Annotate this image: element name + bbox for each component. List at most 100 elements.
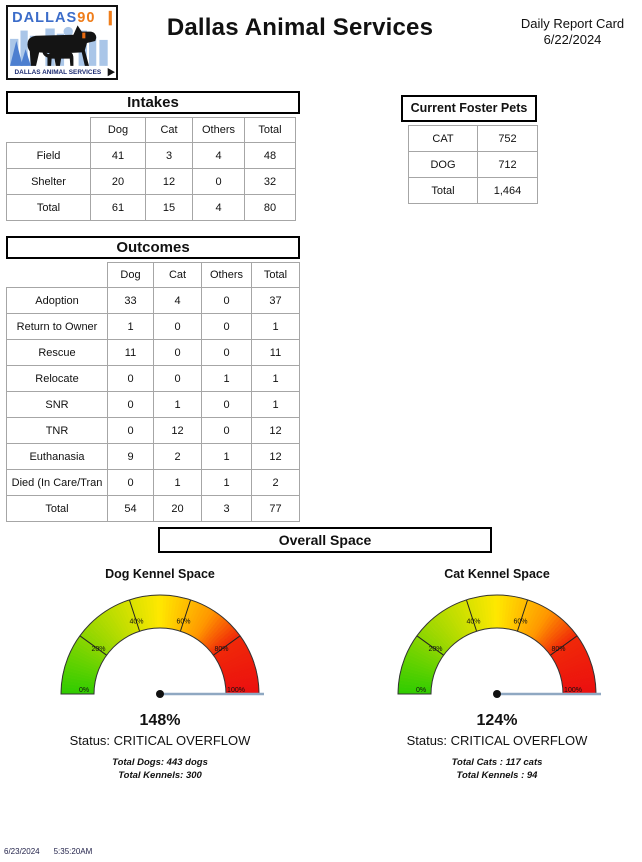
cell: 48 [244, 142, 296, 169]
cell: 12 [251, 443, 300, 470]
column-header-total: Total [251, 262, 300, 288]
cell: 0 [107, 469, 154, 496]
cell: 54 [107, 495, 154, 522]
gauge-tick-label: 100% [564, 687, 582, 694]
report-name: Daily Report Card [520, 16, 625, 31]
table-row: Died (In Care/Tran 0 1 1 2 [6, 469, 300, 496]
foster-table: CAT 752 DOG 712 Total 1,464 [408, 125, 538, 204]
gauge-title: Cat Kennel Space [444, 567, 550, 581]
cell: 1,464 [477, 177, 538, 204]
column-header-others: Others [201, 262, 252, 288]
row-label: Rescue [6, 339, 108, 366]
footer-time: 5:35:20AM [53, 847, 93, 856]
corner-cell [7, 118, 91, 143]
cell: 9 [107, 443, 154, 470]
outcomes-header-row: Dog Cat Others Total [7, 262, 300, 288]
table-row: Return to Owner 1 0 0 1 [6, 313, 300, 340]
cell: 4 [192, 194, 245, 221]
row-label: SNR [6, 391, 108, 418]
cell: 12 [153, 417, 202, 444]
column-header-dog: Dog [107, 262, 154, 288]
column-header-others: Others [192, 117, 245, 143]
cell: 2 [153, 443, 202, 470]
row-label: DOG [408, 151, 478, 178]
foster-title: Current Foster Pets [401, 95, 537, 122]
gauge-tick-label: 100% [227, 687, 245, 694]
cell: 33 [107, 287, 154, 314]
dog-kennel-gauge-block: Dog Kennel Space 0% 20% 40% 60% 80% 100% 148%… [54, 567, 266, 782]
foster-section: Current Foster Pets CAT 752 DOG 712 Tota… [401, 95, 538, 204]
cell: 1 [201, 469, 252, 496]
cat-kennel-gauge-chart: 0% 20% 40% 60% 80% 100% [397, 594, 601, 698]
corner-cell [7, 263, 108, 288]
cell: 80 [244, 194, 296, 221]
gauge-tick-label: 40% [467, 619, 481, 626]
cell: 1 [201, 443, 252, 470]
cell: 1 [153, 391, 202, 418]
row-label: Died (In Care/Tran [6, 469, 108, 496]
cell: 11 [251, 339, 300, 366]
cell: 2 [251, 469, 300, 496]
cell: 1 [251, 391, 300, 418]
intakes-header-row: Dog Cat Others Total [7, 117, 296, 143]
row-label: Euthanasia [6, 443, 108, 470]
intakes-title: Intakes [6, 91, 300, 114]
gauge-tick-label: 80% [214, 646, 228, 653]
footer: 6/23/2024 5:35:20AM [4, 847, 106, 856]
row-label: Adoption [6, 287, 108, 314]
cell: 1 [251, 365, 300, 392]
row-label: Return to Owner [6, 313, 108, 340]
table-row: Total 54 20 3 77 [6, 495, 300, 522]
banner-arrow-icon [107, 67, 115, 77]
gauge-detail-animals: Total Cats : 117 cats [451, 757, 543, 768]
column-header-cat: Cat [153, 262, 202, 288]
cell: 752 [477, 125, 538, 152]
gauge-value: 124% [476, 712, 518, 729]
table-row: Adoption 33 4 0 37 [6, 287, 300, 314]
table-row: Total 61 15 4 80 [6, 194, 296, 221]
table-row: CAT 752 [408, 125, 538, 152]
row-label: CAT [408, 125, 478, 152]
cell: 37 [251, 287, 300, 314]
outcomes-table: Dog Cat Others Total Adoption 33 4 0 37 … [6, 262, 300, 522]
cell: 0 [107, 365, 154, 392]
report-info: Daily Report Card 6/22/2024 [505, 16, 640, 48]
table-row: TNR 0 12 0 12 [6, 417, 300, 444]
cell: 0 [153, 365, 202, 392]
cat-kennel-gauge-block: Cat Kennel Space 0% 20% 40% 60% 80% 100% 124%… [391, 567, 603, 782]
cell: 20 [153, 495, 202, 522]
cell: 15 [145, 194, 193, 221]
cell: 20 [90, 168, 146, 195]
logo-banner-text: DALLAS ANIMAL SERVICES [15, 69, 102, 76]
overall-space-title: Overall Space [158, 527, 492, 553]
table-row: Total 1,464 [408, 177, 538, 204]
gauge-tick-label: 40% [130, 619, 144, 626]
cell: 0 [201, 339, 252, 366]
gauge-value: 148% [139, 712, 181, 729]
table-row: DOG 712 [408, 151, 538, 178]
report-date: 6/22/2024 [543, 32, 602, 47]
cell: 3 [201, 495, 252, 522]
cell: 1 [107, 313, 154, 340]
gauge-tick-label: 60% [513, 619, 527, 626]
row-label: TNR [6, 417, 108, 444]
dog-kennel-gauge-chart: 0% 20% 40% 60% 80% 100% [60, 594, 264, 698]
gauge-detail-kennels: Total Kennels : 94 [456, 770, 538, 781]
gauge-status: Status: CRITICAL OVERFLOW [406, 733, 588, 748]
dallas90-logo-art: DALLAS90 DALLAS ANIMAL SERVICES [10, 10, 115, 77]
cell: 0 [201, 417, 252, 444]
intakes-table: Dog Cat Others Total Field 41 3 4 48 She… [6, 117, 296, 221]
cell: 1 [201, 365, 252, 392]
column-header-total: Total [244, 117, 296, 143]
cell: 4 [192, 142, 245, 169]
dog-collar-icon [82, 32, 86, 39]
cell: 11 [107, 339, 154, 366]
cell: 1 [251, 313, 300, 340]
column-header-cat: Cat [145, 117, 193, 143]
gauge-tick-label: 20% [429, 646, 443, 653]
table-row: Euthanasia 9 2 1 12 [6, 443, 300, 470]
row-label: Field [6, 142, 91, 169]
table-row: Relocate 0 0 1 1 [6, 365, 300, 392]
logo-wordmark: DALLAS90 [12, 10, 95, 26]
row-label: Shelter [6, 168, 91, 195]
